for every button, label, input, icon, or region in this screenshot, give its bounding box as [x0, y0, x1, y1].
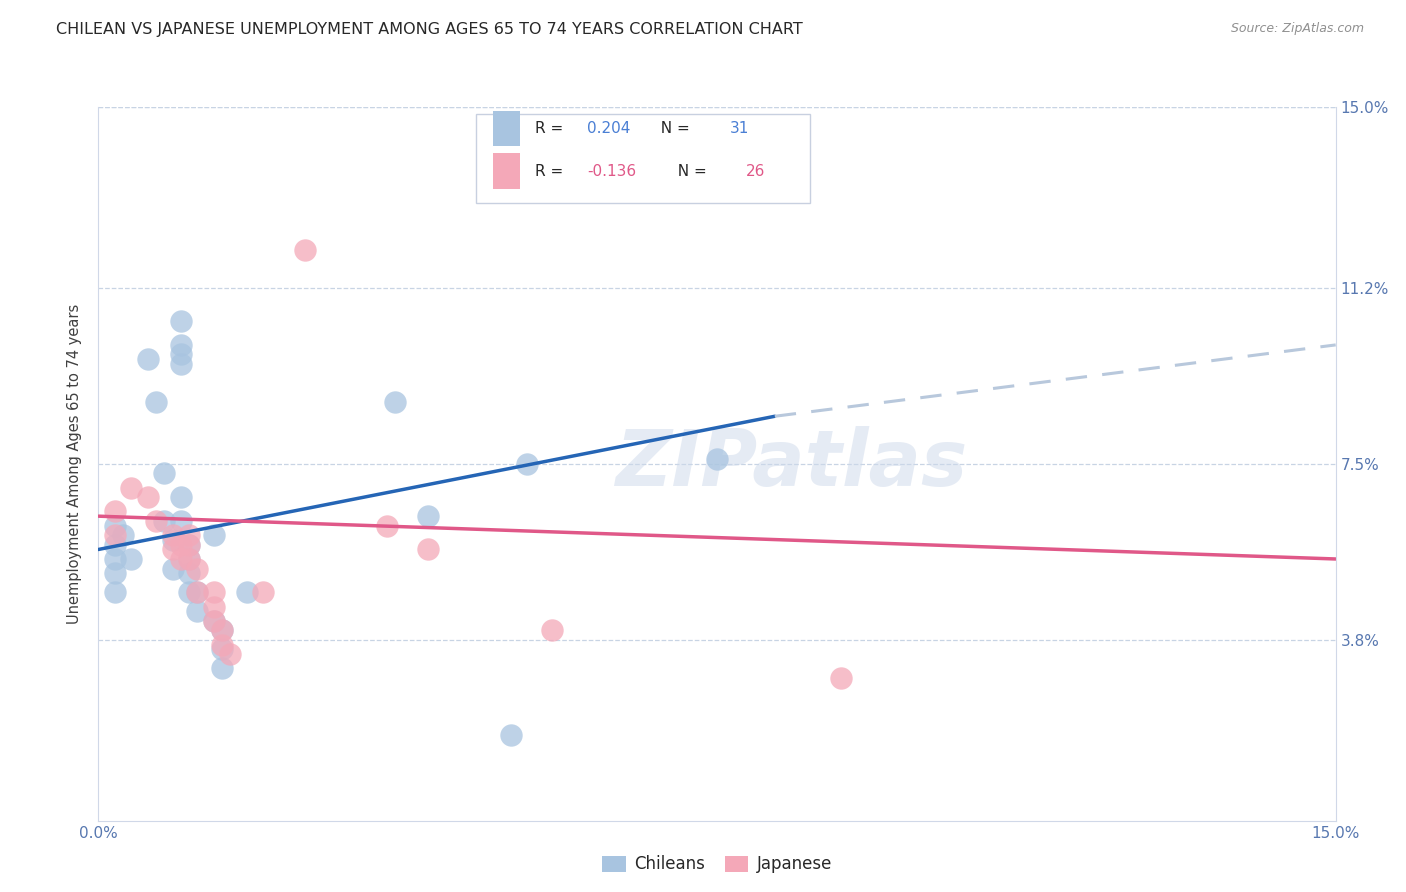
FancyBboxPatch shape — [494, 153, 520, 189]
Point — [145, 514, 167, 528]
Point — [162, 528, 184, 542]
Point — [186, 561, 208, 575]
Point — [120, 552, 142, 566]
Point — [170, 514, 193, 528]
Point — [170, 338, 193, 352]
Point — [211, 661, 233, 675]
Y-axis label: Unemployment Among Ages 65 to 74 years: Unemployment Among Ages 65 to 74 years — [67, 303, 83, 624]
Point — [516, 457, 538, 471]
Point — [170, 552, 193, 566]
Point — [104, 552, 127, 566]
Point — [202, 528, 225, 542]
Point — [294, 243, 316, 257]
Point — [145, 395, 167, 409]
Text: 0.204: 0.204 — [588, 121, 630, 136]
Text: CHILEAN VS JAPANESE UNEMPLOYMENT AMONG AGES 65 TO 74 YEARS CORRELATION CHART: CHILEAN VS JAPANESE UNEMPLOYMENT AMONG A… — [56, 22, 803, 37]
Text: Source: ZipAtlas.com: Source: ZipAtlas.com — [1230, 22, 1364, 36]
Point — [219, 647, 242, 661]
Point — [162, 533, 184, 547]
Point — [104, 504, 127, 518]
Point — [179, 552, 201, 566]
Point — [252, 585, 274, 599]
Text: ZIPatlas: ZIPatlas — [616, 425, 967, 502]
Point — [202, 585, 225, 599]
Point — [136, 490, 159, 504]
Text: R =: R = — [536, 164, 568, 178]
Point — [418, 509, 440, 524]
Text: R =: R = — [536, 121, 568, 136]
Point — [830, 671, 852, 685]
Point — [418, 542, 440, 557]
Text: N =: N = — [668, 164, 711, 178]
Point — [179, 538, 201, 552]
FancyBboxPatch shape — [494, 111, 520, 146]
Point — [153, 514, 176, 528]
Point — [170, 357, 193, 371]
Point — [202, 614, 225, 628]
Point — [186, 585, 208, 599]
Point — [179, 538, 201, 552]
Point — [179, 528, 201, 542]
Point — [202, 614, 225, 628]
Text: 31: 31 — [730, 121, 749, 136]
Point — [162, 561, 184, 575]
Point — [170, 314, 193, 328]
Point — [186, 604, 208, 618]
Point — [541, 624, 564, 638]
Point — [179, 566, 201, 581]
FancyBboxPatch shape — [475, 114, 810, 203]
Point — [211, 624, 233, 638]
Text: N =: N = — [651, 121, 695, 136]
Point — [153, 467, 176, 481]
Point — [211, 638, 233, 652]
Point — [162, 542, 184, 557]
Point — [186, 585, 208, 599]
Point — [202, 599, 225, 614]
Point — [211, 624, 233, 638]
Point — [211, 642, 233, 657]
Point — [499, 728, 522, 742]
Point — [104, 528, 127, 542]
Text: -0.136: -0.136 — [588, 164, 637, 178]
Legend: Chileans, Japanese: Chileans, Japanese — [596, 849, 838, 880]
Point — [179, 552, 201, 566]
Point — [104, 538, 127, 552]
Point — [170, 538, 193, 552]
Text: 26: 26 — [745, 164, 765, 178]
Point — [104, 566, 127, 581]
Point — [706, 452, 728, 467]
Point — [170, 490, 193, 504]
Point — [375, 518, 398, 533]
Point — [384, 395, 406, 409]
Point — [136, 352, 159, 367]
Point — [170, 347, 193, 361]
Point — [112, 528, 135, 542]
Point — [120, 481, 142, 495]
Point — [104, 518, 127, 533]
Point — [104, 585, 127, 599]
Point — [236, 585, 259, 599]
Point — [179, 585, 201, 599]
